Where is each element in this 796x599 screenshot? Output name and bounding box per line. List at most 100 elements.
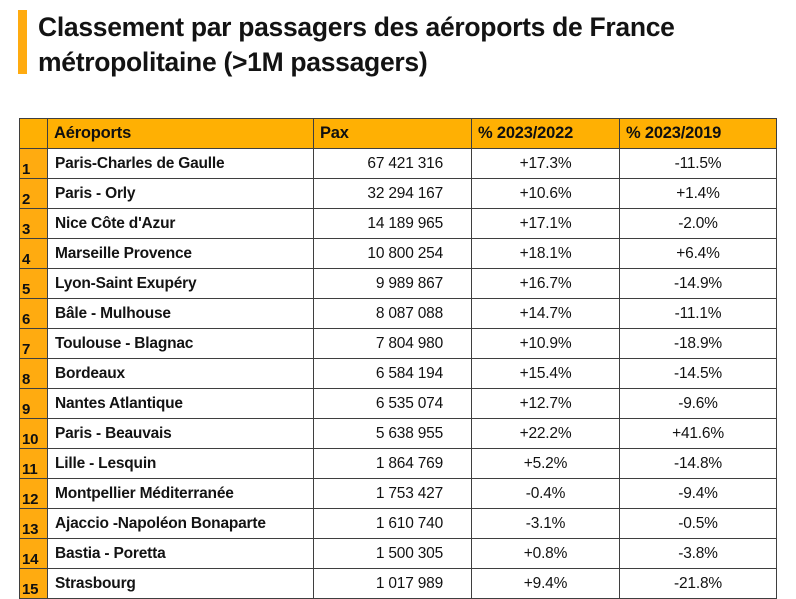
row-pax-value: 7 804 980	[313, 328, 472, 359]
row-pct-2023-2022: -0.4%	[471, 478, 620, 509]
row-pct-2023-2022: +14.7%	[471, 298, 620, 329]
row-pct-2023-2022: +17.1%	[471, 208, 620, 239]
row-pax-value: 32 294 167	[313, 178, 472, 209]
row-rank-number: 3	[19, 208, 48, 239]
row-pct-2023-2019: -0.5%	[619, 508, 777, 539]
row-pax-value: 14 189 965	[313, 208, 472, 239]
row-pct-2023-2019: +1.4%	[619, 178, 777, 209]
table-row: 15 Strasbourg 1 017 989 +9.4% -21.8%	[19, 568, 777, 599]
row-rank-number: 9	[19, 388, 48, 419]
row-pax-value: 8 087 088	[313, 298, 472, 329]
row-pct-2023-2019: -2.0%	[619, 208, 777, 239]
row-pct-2023-2019: -3.8%	[619, 538, 777, 569]
table-body: 1 Paris-Charles de Gaulle 67 421 316 +17.3%…	[19, 148, 777, 599]
column-header-airports: Aéroports	[47, 118, 314, 149]
row-airport-name: Lille - Lesquin	[47, 448, 314, 479]
row-pct-2023-2022: +9.4%	[471, 568, 620, 599]
row-pct-2023-2019: -9.6%	[619, 388, 777, 419]
row-rank-number: 8	[19, 358, 48, 389]
row-pax-value: 1 610 740	[313, 508, 472, 539]
row-pax-value: 6 535 074	[313, 388, 472, 419]
row-pct-2023-2019: -11.1%	[619, 298, 777, 329]
row-airport-name: Montpellier Méditerranée	[47, 478, 314, 509]
column-header-pax: Pax	[313, 118, 472, 149]
table-row: 3 Nice Côte d'Azur 14 189 965 +17.1% -2.0%	[19, 208, 777, 239]
page-title-line-1: Classement par passagers des aéroports d…	[38, 12, 675, 42]
row-rank-number: 4	[19, 238, 48, 269]
column-header-pct-2023-2019: % 2023/2019	[619, 118, 777, 149]
table-row: 4 Marseille Provence 10 800 254 +18.1% +6.4%	[19, 238, 777, 269]
table-row: 7 Toulouse - Blagnac 7 804 980 +10.9% -18.9%	[19, 328, 777, 359]
table-row: 13 Ajaccio -Napoléon Bonaparte 1 610 740 -3…	[19, 508, 777, 539]
title-accent-bar	[18, 10, 27, 74]
row-pct-2023-2022: +10.6%	[471, 178, 620, 209]
row-pct-2023-2022: +17.3%	[471, 148, 620, 179]
row-pct-2023-2022: +16.7%	[471, 268, 620, 299]
row-rank-number: 13	[19, 508, 48, 539]
row-pct-2023-2019: -21.8%	[619, 568, 777, 599]
row-pct-2023-2019: -14.5%	[619, 358, 777, 389]
row-rank-number: 7	[19, 328, 48, 359]
row-rank-number: 1	[19, 148, 48, 179]
table-row: 1 Paris-Charles de Gaulle 67 421 316 +17.3%…	[19, 148, 777, 179]
row-airport-name: Lyon-Saint Exupéry	[47, 268, 314, 299]
table-row: 8 Bordeaux 6 584 194 +15.4% -14.5%	[19, 358, 777, 389]
row-rank-number: 5	[19, 268, 48, 299]
row-airport-name: Paris-Charles de Gaulle	[47, 148, 314, 179]
row-pct-2023-2022: +10.9%	[471, 328, 620, 359]
table-row: 2 Paris - Orly 32 294 167 +10.6% +1.4%	[19, 178, 777, 209]
row-rank-number: 11	[19, 448, 48, 479]
row-rank-number: 14	[19, 538, 48, 569]
row-airport-name: Marseille Provence	[47, 238, 314, 269]
row-airport-name: Nantes Atlantique	[47, 388, 314, 419]
row-airport-name: Nice Côte d'Azur	[47, 208, 314, 239]
row-pct-2023-2022: +12.7%	[471, 388, 620, 419]
row-airport-name: Ajaccio -Napoléon Bonaparte	[47, 508, 314, 539]
row-rank-number: 15	[19, 568, 48, 599]
row-pct-2023-2019: +6.4%	[619, 238, 777, 269]
row-pax-value: 1 753 427	[313, 478, 472, 509]
row-pax-value: 67 421 316	[313, 148, 472, 179]
row-pct-2023-2022: +0.8%	[471, 538, 620, 569]
page-title-block: Classement par passagers des aéroports d…	[18, 10, 776, 80]
row-pax-value: 1 500 305	[313, 538, 472, 569]
row-rank-number: 10	[19, 418, 48, 449]
table-row: 10 Paris - Beauvais 5 638 955 +22.2% +41.6%	[19, 418, 777, 449]
row-pct-2023-2019: -11.5%	[619, 148, 777, 179]
table-row: 14 Bastia - Poretta 1 500 305 +0.8% -3.8%	[19, 538, 777, 569]
table-row: 5 Lyon-Saint Exupéry 9 989 867 +16.7% -14.9%	[19, 268, 777, 299]
row-pax-value: 9 989 867	[313, 268, 472, 299]
row-rank-number: 2	[19, 178, 48, 209]
row-pct-2023-2022: +18.1%	[471, 238, 620, 269]
row-pax-value: 6 584 194	[313, 358, 472, 389]
table-row: 9 Nantes Atlantique 6 535 074 +12.7% -9.6%	[19, 388, 777, 419]
row-airport-name: Paris - Orly	[47, 178, 314, 209]
row-pct-2023-2022: +5.2%	[471, 448, 620, 479]
row-pct-2023-2022: +22.2%	[471, 418, 620, 449]
row-airport-name: Bâle - Mulhouse	[47, 298, 314, 329]
row-airport-name: Bordeaux	[47, 358, 314, 389]
row-pax-value: 1 017 989	[313, 568, 472, 599]
row-airport-name: Bastia - Poretta	[47, 538, 314, 569]
row-airport-name: Toulouse - Blagnac	[47, 328, 314, 359]
row-pct-2023-2022: -3.1%	[471, 508, 620, 539]
row-pct-2023-2019: -18.9%	[619, 328, 777, 359]
row-rank-number: 6	[19, 298, 48, 329]
row-pax-value: 5 638 955	[313, 418, 472, 449]
row-rank-number: 12	[19, 478, 48, 509]
table-header: Aéroports Pax % 2023/2022 % 2023/2019	[19, 118, 777, 149]
table-row: 11 Lille - Lesquin 1 864 769 +5.2% -14.8%	[19, 448, 777, 479]
page-title: Classement par passagers des aéroports d…	[38, 10, 698, 80]
row-airport-name: Paris - Beauvais	[47, 418, 314, 449]
row-pct-2023-2019: +41.6%	[619, 418, 777, 449]
row-pct-2023-2022: +15.4%	[471, 358, 620, 389]
row-pax-value: 1 864 769	[313, 448, 472, 479]
row-pax-value: 10 800 254	[313, 238, 472, 269]
row-pct-2023-2019: -14.8%	[619, 448, 777, 479]
row-pct-2023-2019: -14.9%	[619, 268, 777, 299]
column-header-index	[19, 118, 48, 149]
page-title-line-2: métropolitaine (>1M passagers)	[38, 47, 428, 78]
row-pct-2023-2019: -9.4%	[619, 478, 777, 509]
